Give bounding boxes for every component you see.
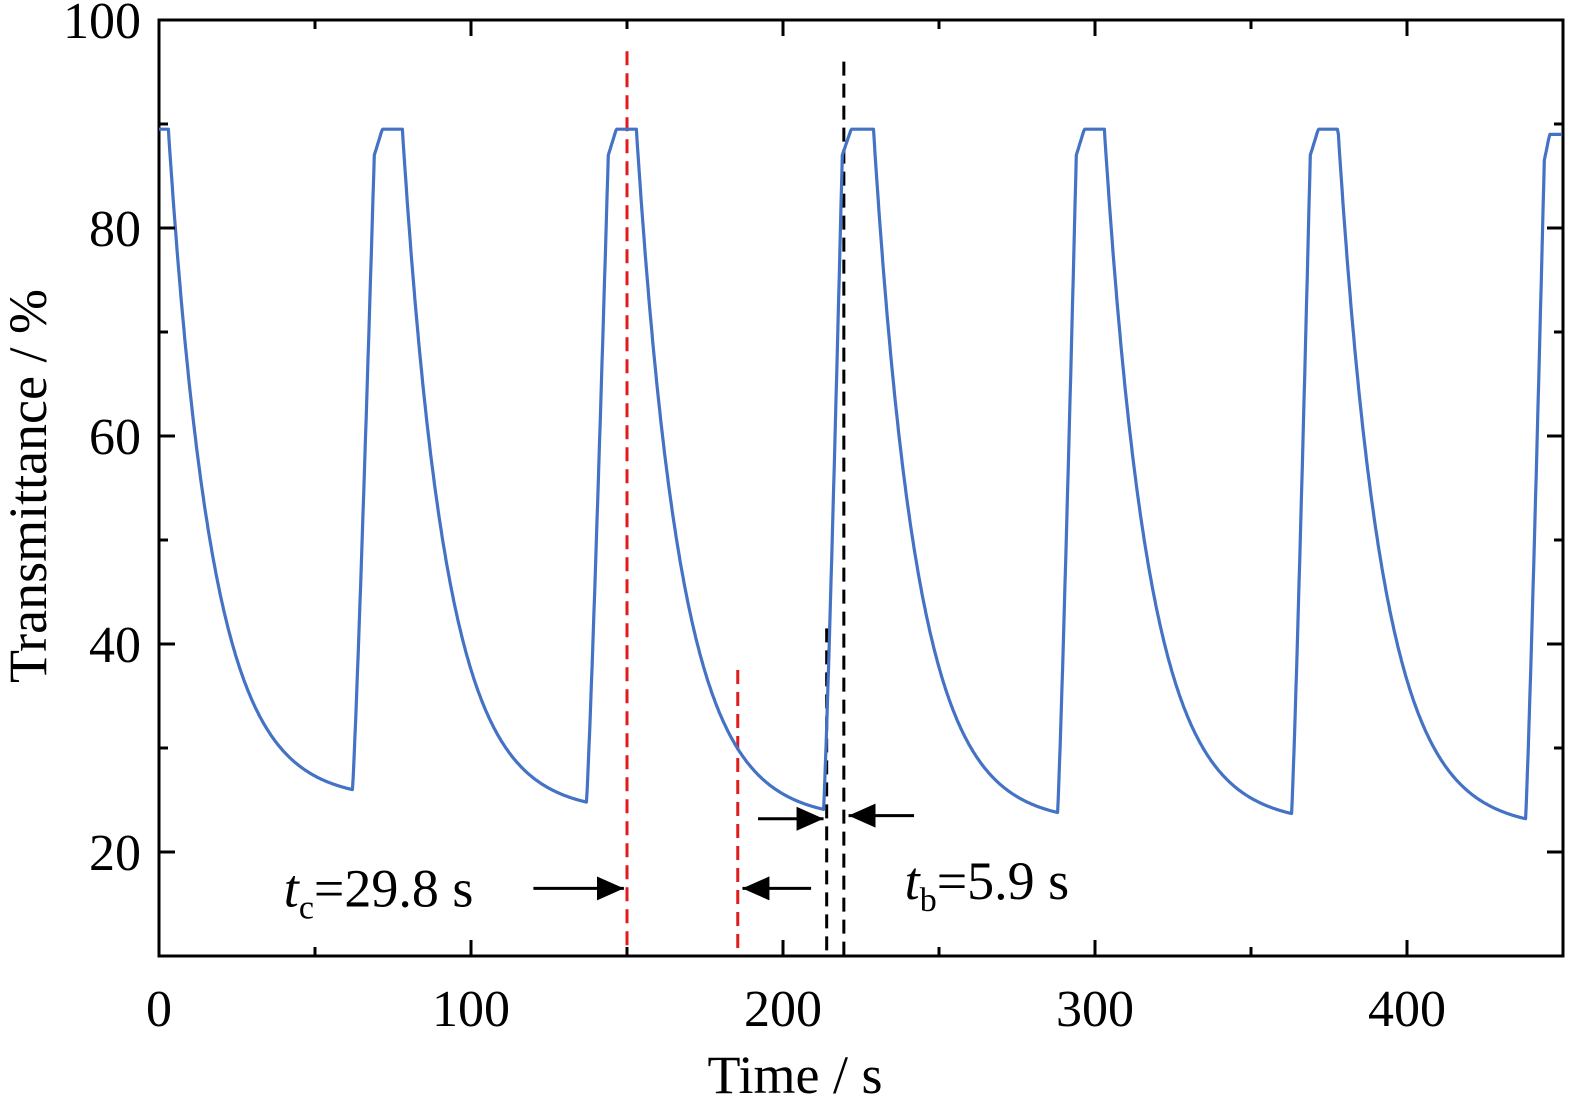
x-tick-label: 400 [1368,981,1446,1038]
y-tick-label: 100 [63,0,141,50]
series-layer [159,127,1563,821]
annotation-subscript: b [920,882,937,919]
x-tick-label: 300 [1056,981,1134,1038]
annotation-symbol: t [284,858,301,918]
plot-frame [157,18,1565,958]
annotation-label: tc=29.8 s [284,858,474,926]
x-tick-label: 200 [744,981,822,1038]
y-tick-label: 20 [89,825,141,882]
annotation-layer: tc=29.8 s tb=5.9 s [284,851,1069,926]
annotation-value: =29.8 s [314,858,473,918]
x-tick-label: 100 [432,981,510,1038]
series-line [159,127,1563,821]
tick-layer: 0 100 200 300 400 20 40 60 80 100 [63,0,1563,1038]
annotation-value: =5.9 s [937,851,1069,911]
x-tick-label: 0 [146,981,172,1038]
reference-lines [625,51,846,956]
annotation-symbol: t [905,851,922,911]
x-axis-label: Time / s [707,1045,882,1103]
y-axis-label: Transmittance / % [0,289,58,683]
plot-border [157,18,1565,958]
annotation-label: tb=5.9 s [905,851,1069,919]
y-tick-label: 60 [89,409,141,466]
y-tick-label: 80 [89,201,141,258]
annotation-subscript: c [299,889,314,926]
y-tick-label: 40 [89,617,141,674]
arrow-layer [533,803,915,901]
